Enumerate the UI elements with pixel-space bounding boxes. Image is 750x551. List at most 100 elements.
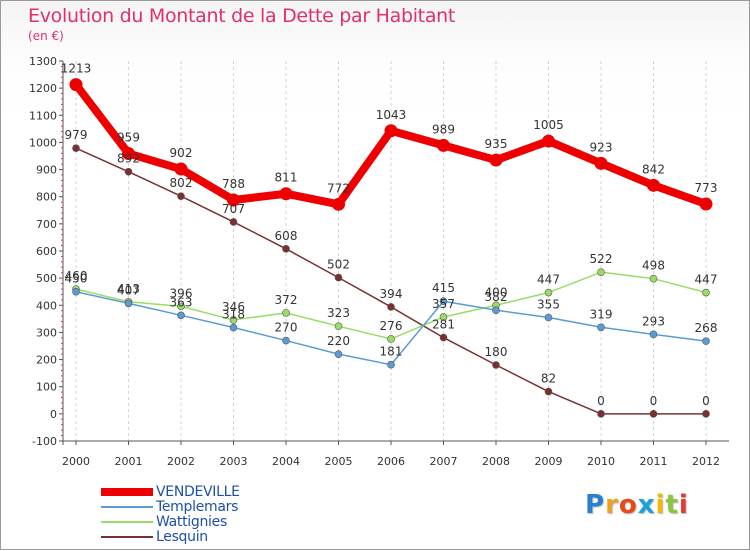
data-point — [334, 322, 343, 330]
data-label: 1005 — [533, 118, 564, 132]
data-point — [544, 288, 553, 297]
data-point — [72, 144, 80, 152]
data-label: 180 — [485, 345, 508, 359]
data-label: 989 — [432, 122, 455, 136]
x-tick-label: 2004 — [272, 455, 300, 468]
legend-label: VENDEVILLE — [156, 484, 240, 500]
x-tick-label: 2007 — [430, 455, 458, 468]
data-label: 802 — [170, 176, 193, 190]
data-point — [439, 297, 448, 306]
y-tick-label: 1100 — [29, 109, 57, 122]
data-point — [177, 302, 185, 311]
data-label: 1043 — [376, 108, 407, 122]
data-label: 0 — [650, 394, 658, 408]
data-labels: 1213 959 902 788 811 772 1043 989 935 1005 923 842 7… — [61, 62, 718, 408]
data-point — [69, 78, 83, 92]
x-tick-label: 2002 — [167, 455, 195, 468]
data-point — [384, 124, 398, 138]
data-point — [594, 156, 608, 170]
legend-label: Lesquin — [156, 529, 208, 545]
chart-unit: (en €) — [28, 29, 64, 43]
data-label: 181 — [380, 345, 403, 359]
data-point — [227, 193, 240, 207]
logo-letter: i — [655, 490, 666, 520]
data-label: 707 — [222, 202, 245, 216]
data-point — [597, 410, 605, 418]
data-label: 450 — [65, 272, 88, 286]
data-point — [649, 410, 658, 418]
data-point — [124, 167, 133, 176]
data-label: 394 — [380, 287, 403, 301]
data-label: 400 — [485, 285, 508, 299]
data-label: 346 — [222, 300, 245, 314]
data-point — [542, 134, 555, 148]
data-label: 923 — [590, 140, 613, 154]
data-point — [647, 178, 660, 192]
data-point — [282, 336, 290, 345]
data-label: 268 — [695, 321, 718, 335]
data-point — [649, 330, 658, 339]
logo-letter: P — [585, 490, 606, 520]
x-tick-label: 2003 — [220, 455, 248, 468]
y-tick-label: 700 — [36, 218, 57, 231]
data-label: 82 — [541, 372, 556, 386]
data-point — [597, 323, 605, 332]
x-tick-label: 2012 — [692, 455, 720, 468]
x-tick-label: 2011 — [640, 455, 668, 468]
data-label: 447 — [537, 273, 560, 287]
y-tick-label: 0 — [50, 408, 57, 421]
logo-letter: o — [618, 490, 638, 520]
data-point — [699, 197, 713, 211]
data-label: 220 — [327, 334, 350, 348]
data-point — [229, 323, 238, 332]
data-label: 608 — [275, 229, 298, 243]
data-point — [282, 245, 290, 253]
logo-letter: r — [605, 490, 619, 520]
data-label: 773 — [695, 181, 718, 195]
x-tick-label: 2008 — [482, 455, 510, 468]
legend-swatch — [101, 488, 153, 496]
data-label: 460 — [65, 269, 88, 283]
data-label: 788 — [222, 177, 245, 191]
data-label: 363 — [170, 295, 193, 309]
legend-swatch — [101, 536, 153, 538]
data-point — [334, 350, 343, 358]
data-label: 1213 — [61, 62, 92, 76]
chart-title: Evolution du Montant de la Dette par Hab… — [28, 5, 456, 27]
data-label: 0 — [702, 394, 710, 408]
data-point — [387, 303, 395, 311]
proxiti-logo: Proxiti — [585, 490, 689, 520]
data-point — [174, 162, 188, 176]
legend-swatch — [101, 521, 153, 523]
logo-letter: t — [665, 490, 679, 520]
data-point — [489, 153, 503, 167]
data-label: 281 — [432, 318, 455, 332]
logo-letter: i — [678, 490, 689, 520]
y-tick-label: 800 — [36, 191, 57, 204]
data-point — [122, 147, 135, 161]
data-label: 892 — [117, 152, 140, 166]
y-tick-label: 1200 — [29, 82, 57, 95]
axes: -100010020030040050060070080090010001100… — [29, 55, 729, 468]
data-label: 372 — [275, 293, 298, 307]
data-point — [229, 218, 238, 226]
data-label: 355 — [537, 298, 560, 312]
data-label: 935 — [485, 137, 508, 151]
data-point — [332, 197, 345, 211]
data-label: 396 — [170, 286, 193, 300]
data-label: 293 — [642, 314, 665, 328]
y-tick-label: -100 — [32, 435, 57, 448]
data-point — [437, 138, 450, 152]
data-point — [492, 361, 500, 369]
data-point — [544, 313, 553, 322]
data-point — [124, 299, 133, 308]
data-point — [177, 311, 185, 320]
y-tick-label: 500 — [36, 272, 57, 285]
data-point — [229, 316, 238, 324]
y-tick-label: 600 — [36, 245, 57, 258]
data-point — [439, 313, 448, 321]
y-tick-label: 1000 — [29, 136, 57, 149]
series — [69, 78, 713, 418]
